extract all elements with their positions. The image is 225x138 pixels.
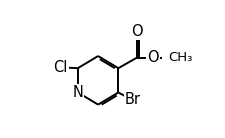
Text: N: N — [72, 85, 83, 100]
Text: Cl: Cl — [53, 60, 68, 75]
Text: CH₃: CH₃ — [168, 51, 192, 64]
Text: Br: Br — [124, 91, 140, 107]
Text: O: O — [147, 50, 158, 65]
Text: O: O — [131, 24, 142, 39]
